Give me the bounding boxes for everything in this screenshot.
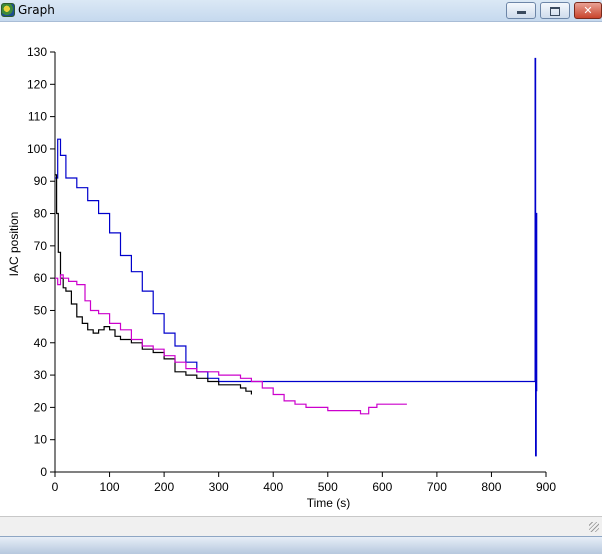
y-tick-label: 40 xyxy=(34,336,48,350)
graph-plot: 0 10 20 30 40 50 60 70 80 90 100 110 120 130 0 100 200 30… xyxy=(7,45,556,510)
y-tick-label: 10 xyxy=(34,433,48,447)
x-tick-label: 500 xyxy=(318,480,338,494)
x-tick-label: 600 xyxy=(372,480,392,494)
title-bar[interactable]: Graph ✕ xyxy=(0,0,602,22)
y-tick-label: 90 xyxy=(34,174,48,188)
y-tick-label: 50 xyxy=(34,303,48,317)
app-icon xyxy=(1,3,15,17)
y-tick-label: 0 xyxy=(40,465,47,479)
y-tick-label: 80 xyxy=(34,207,48,221)
close-icon: ✕ xyxy=(583,4,593,17)
y-tick-label: 60 xyxy=(34,271,48,285)
x-tick-label: 200 xyxy=(154,480,174,494)
x-tick-label: 900 xyxy=(536,480,556,494)
maximize-button[interactable] xyxy=(540,2,570,19)
x-tick-label: 400 xyxy=(263,480,283,494)
x-tick-label: 100 xyxy=(100,480,120,494)
y-tick-label: 120 xyxy=(27,77,47,91)
chart-axes: 0 10 20 30 40 50 60 70 80 90 100 110 120 130 0 100 200 30… xyxy=(27,45,556,494)
minimize-button[interactable] xyxy=(506,2,536,19)
x-tick-label: 0 xyxy=(52,480,59,494)
x-tick-label: 700 xyxy=(427,480,447,494)
minimize-icon xyxy=(516,11,526,14)
y-tick-label: 70 xyxy=(34,239,48,253)
series-line-2 xyxy=(55,174,252,395)
close-button[interactable]: ✕ xyxy=(574,2,602,19)
x-axis-label: Time (s) xyxy=(307,496,351,510)
x-tick-label: 300 xyxy=(209,480,229,494)
window-bottom-frame xyxy=(0,536,602,554)
status-bar xyxy=(0,516,602,536)
maximize-icon xyxy=(550,6,560,16)
y-tick-label: 130 xyxy=(27,45,47,59)
series-line-1 xyxy=(55,57,538,457)
series-line-3 xyxy=(55,274,407,415)
window-title: Graph xyxy=(18,3,55,17)
y-tick-label: 110 xyxy=(28,110,47,124)
x-tick-label: 800 xyxy=(481,480,501,494)
y-axis-label: IAC position xyxy=(7,212,21,277)
y-tick-label: 100 xyxy=(27,142,47,156)
chart-series xyxy=(55,57,538,457)
y-tick-label: 20 xyxy=(34,400,48,414)
y-tick-label: 30 xyxy=(34,368,48,382)
resize-grip-icon[interactable] xyxy=(589,522,599,532)
